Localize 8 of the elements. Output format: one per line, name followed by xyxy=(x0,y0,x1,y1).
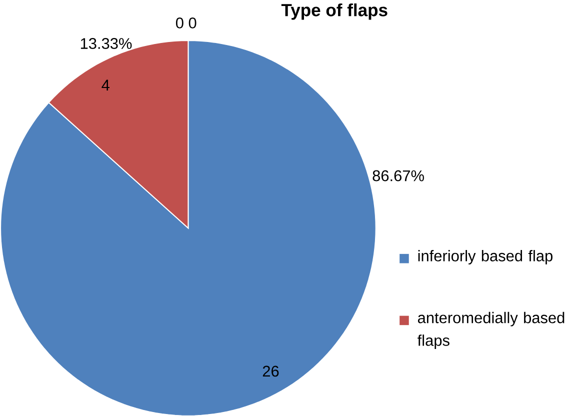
text: 26 xyxy=(262,366,279,376)
data-label: 86.67% xyxy=(372,170,424,182)
text: 0 0 xyxy=(176,17,196,28)
legend-label: anteromedially based flaps xyxy=(418,312,564,349)
data-label: 13.33% xyxy=(80,38,132,49)
chart-title: Type of flaps xyxy=(281,3,388,20)
legend-label: inferiorly based flap xyxy=(418,250,552,264)
text: 4 xyxy=(102,80,110,90)
